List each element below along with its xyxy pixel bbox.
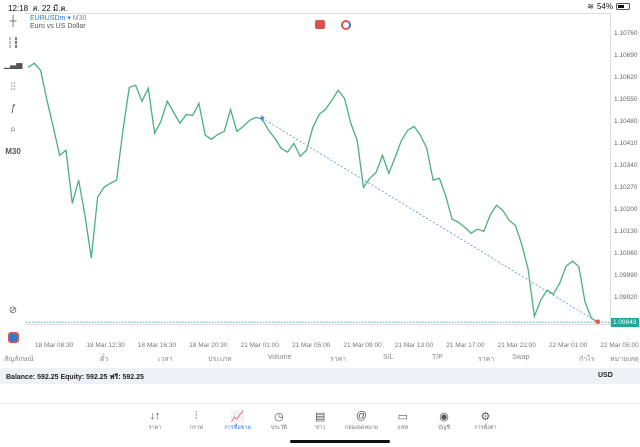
balance-text: Balance: 592.25 Equity: 592.25 ฟรี: 592.… xyxy=(6,374,144,381)
candles-icon[interactable]: ┆┇ xyxy=(6,38,20,49)
nav-icon: ⚙ xyxy=(480,411,491,423)
y-tick-label: 1.10550 xyxy=(614,96,638,103)
wifi-icon: ≋ xyxy=(587,2,594,11)
chart-trade-icon[interactable] xyxy=(315,20,325,29)
nav-icon: ↓↑ xyxy=(149,410,161,422)
chart-symbol[interactable]: EURUSDm ▾ M30 xyxy=(30,15,87,22)
column-header[interactable]: Volume xyxy=(268,354,292,361)
nav-label: แชท xyxy=(397,425,409,431)
nav-label: บัญชี xyxy=(438,425,451,431)
battery-percent: 54% xyxy=(596,2,613,11)
nav-item[interactable]: ◷ ประวัติ xyxy=(254,410,304,432)
column-header[interactable]: กำไร xyxy=(579,356,595,363)
column-header[interactable]: สัญลักษณ์ xyxy=(4,356,34,363)
date: ส. 22 มี.ค. xyxy=(32,4,69,13)
crosshair-icon[interactable]: ┼ xyxy=(9,16,17,27)
nav-icon: ◷ xyxy=(274,411,284,423)
nav-label: ข่าว xyxy=(315,425,326,431)
one-click-trading-icon[interactable] xyxy=(341,20,351,30)
x-tick-label: 18 Mar 20:30 xyxy=(189,342,228,349)
column-header[interactable]: ตั๋ว xyxy=(100,356,109,363)
battery-icon xyxy=(616,3,630,10)
y-tick-label: 1.10410 xyxy=(614,140,638,147)
timeframe-button[interactable]: M30 xyxy=(5,147,21,156)
x-tick-label: 21 Mar 09:00 xyxy=(343,342,382,349)
trendline xyxy=(262,117,598,323)
chart-zoom-icon[interactable]: ⊘ xyxy=(8,305,18,316)
positions-table-header: สัญลักษณ์ ตั๋ว เวลา ประเภท Volume ราคา S/L T/P ร… xyxy=(0,354,640,366)
y-tick-label: 1.10130 xyxy=(614,228,638,235)
nav-icon: @ xyxy=(355,410,368,422)
nav-icon: ▤ xyxy=(314,411,326,423)
y-tick-label: 1.10620 xyxy=(614,74,638,81)
nav-item[interactable]: @ กล่องจดหมาย xyxy=(337,410,387,432)
y-tick-label: 1.10270 xyxy=(614,184,638,191)
indicators-icon[interactable]: ▁▃▅ xyxy=(4,60,23,69)
chart-frame[interactable] xyxy=(26,13,611,325)
status-time: 12:18 ส. 22 มี.ค. xyxy=(8,2,68,15)
nav-icon: ◉ xyxy=(439,411,449,423)
nav-item[interactable]: ⚙ การตั้งค่า xyxy=(460,410,510,432)
nav-icon: ⫶ xyxy=(194,410,198,422)
nav-icon: 📈 xyxy=(230,411,245,423)
x-tick-label: 18 Mar 16:30 xyxy=(137,342,177,349)
current-price-label: 1.09843 xyxy=(611,318,639,327)
currency: USD xyxy=(598,372,613,379)
x-tick-label: 18 Mar 08:30 xyxy=(35,342,74,349)
status-indicators: ≋ 54% xyxy=(587,2,630,11)
nav-label: กล่องจดหมาย xyxy=(344,425,379,431)
y-tick-label: 1.10760 xyxy=(614,30,638,37)
app-logo-icon xyxy=(8,332,19,343)
nav-label: การซื้อขาย xyxy=(224,425,251,431)
x-tick-label: 22 Mar 01:00 xyxy=(549,342,588,349)
balance-bar: Balance: 592.25 Equity: 592.25 ฟรี: 592.… xyxy=(0,368,640,384)
time: 12:18 xyxy=(8,4,29,13)
trendline-start-handle xyxy=(259,115,265,122)
column-header[interactable]: ประเภท xyxy=(208,356,232,363)
function-icon[interactable]: ƒ xyxy=(10,103,16,114)
column-header[interactable]: เวลา xyxy=(158,356,173,363)
nav-item[interactable]: ◉ บัญชี xyxy=(419,410,469,432)
nav-item[interactable]: ▤ ข่าว xyxy=(295,410,345,432)
x-tick-label: 21 Mar 05:00 xyxy=(292,342,331,349)
column-header[interactable]: หมายเหตุ xyxy=(610,356,639,363)
trendline-end-handle xyxy=(595,319,600,324)
x-tick-label: 21 Mar 21:00 xyxy=(497,342,536,349)
y-tick-label: 1.10060 xyxy=(614,250,638,257)
chart-description: Euro vs US Dollar xyxy=(30,23,86,30)
y-tick-label: 1.10480 xyxy=(614,118,638,125)
bottom-nav: ↓↑ ราคา ⫶ กราฟ 📈 การซื้อขาย ◷ ประวัติ ▤ ข่าว @ กล่อ… xyxy=(0,403,640,447)
x-tick-label: 21 Mar 01:00 xyxy=(240,342,279,349)
y-tick-label: 1.10200 xyxy=(614,206,638,213)
symbol-name: EURUSDm xyxy=(30,15,66,22)
column-header[interactable]: Swap xyxy=(512,354,530,361)
y-tick-label: 1.10340 xyxy=(614,162,638,169)
y-tick-label: 1.10690 xyxy=(614,52,638,59)
objects-icon[interactable]: ⌕ xyxy=(10,124,16,135)
price-line xyxy=(27,62,599,323)
column-header[interactable]: T/P xyxy=(432,354,443,361)
y-tick-label: 1.09920 xyxy=(614,294,638,301)
nav-label: ราคา xyxy=(148,425,162,431)
nav-item[interactable]: ⫶ กราฟ xyxy=(171,410,221,432)
price-chart[interactable] xyxy=(0,0,640,340)
nav-item[interactable]: ↓↑ ราคา xyxy=(130,410,180,432)
home-indicator xyxy=(290,440,390,443)
nav-label: กราฟ xyxy=(189,425,203,431)
nav-icon: ▭ xyxy=(397,411,408,423)
column-header[interactable]: ราคา xyxy=(330,356,347,363)
x-tick-label: 18 Mar 12:30 xyxy=(86,342,125,349)
nav-label: การตั้งค่า xyxy=(474,425,497,431)
x-tick-label: 22 Mar 05:00 xyxy=(600,342,639,349)
nav-item[interactable]: ▭ แชท xyxy=(378,410,428,432)
y-tick-label: 1.09990 xyxy=(614,272,638,279)
x-tick-label: 21 Mar 13:00 xyxy=(394,342,434,349)
column-header[interactable]: ราคา xyxy=(478,356,495,363)
column-header[interactable]: S/L xyxy=(383,354,394,361)
symbol-timeframe: M30 xyxy=(72,15,87,22)
nav-item[interactable]: 📈 การซื้อขาย xyxy=(213,410,263,432)
x-tick-label: 21 Mar 17:00 xyxy=(446,342,485,349)
settings-sliders-icon[interactable]: ⫶⫶ xyxy=(10,82,16,93)
nav-label: ประวัติ xyxy=(270,425,287,431)
